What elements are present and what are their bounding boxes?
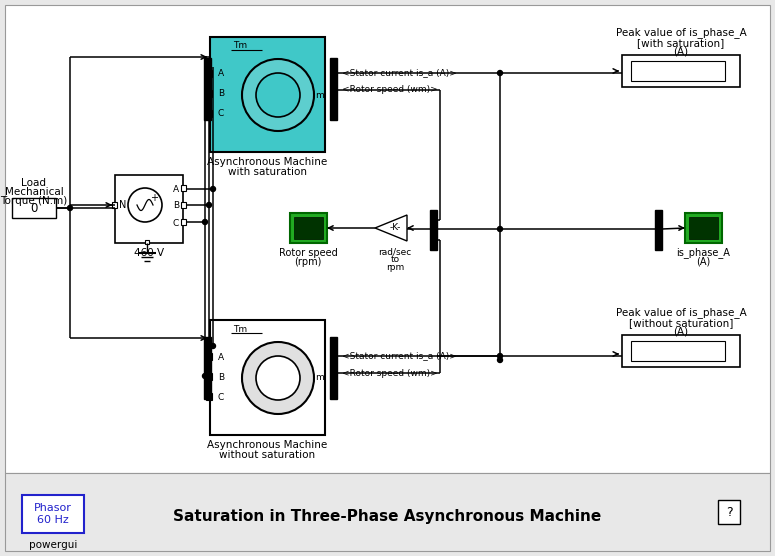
Text: Torque (N.m): Torque (N.m) (0, 196, 67, 206)
Bar (655, 210, 662, 250)
Circle shape (67, 206, 73, 211)
Text: Peak value of is_phase_A: Peak value of is_phase_A (615, 28, 746, 38)
Bar (631, 61, 725, 81)
Bar (206, 353, 212, 360)
Bar (12, 198, 56, 218)
Bar (145, 240, 149, 244)
Bar (206, 90, 212, 97)
Bar (631, 341, 725, 361)
Text: (A): (A) (696, 257, 710, 267)
Text: <Rotor speed (wm)>: <Rotor speed (wm)> (342, 369, 438, 378)
Text: with saturation: with saturation (228, 167, 306, 177)
Circle shape (128, 188, 162, 222)
Text: A: A (218, 353, 224, 361)
Circle shape (498, 358, 502, 363)
Text: C: C (218, 393, 224, 401)
Text: 60 Hz: 60 Hz (37, 515, 69, 525)
Text: powergui: powergui (29, 540, 78, 550)
Text: Phasor: Phasor (34, 503, 72, 513)
Text: C: C (173, 219, 179, 227)
Text: Tm: Tm (233, 42, 247, 51)
Circle shape (206, 202, 212, 207)
Bar (115, 175, 183, 243)
Text: m: m (315, 91, 325, 100)
Text: to: to (391, 256, 400, 265)
Text: Tm: Tm (233, 325, 247, 334)
Text: Asynchronous Machine: Asynchronous Machine (207, 157, 327, 167)
Text: <Stator current is_a (A)>: <Stator current is_a (A)> (342, 351, 457, 360)
Circle shape (256, 73, 300, 117)
Text: A: A (218, 70, 224, 78)
Circle shape (202, 374, 208, 379)
Bar (622, 335, 740, 367)
Text: Peak value of is_phase_A: Peak value of is_phase_A (615, 307, 746, 319)
Bar (290, 213, 327, 243)
Bar (689, 217, 718, 239)
Bar (330, 337, 337, 399)
Bar (210, 37, 325, 152)
Text: (A): (A) (673, 327, 688, 337)
Text: (rpm): (rpm) (294, 257, 322, 267)
Text: Asynchronous Machine: Asynchronous Machine (207, 440, 327, 450)
Text: Rotor speed: Rotor speed (279, 248, 337, 258)
Text: B: B (173, 201, 179, 211)
Text: without saturation: without saturation (219, 450, 315, 460)
Bar (204, 58, 211, 120)
Bar (206, 393, 212, 400)
Bar (206, 70, 212, 77)
Bar (204, 337, 211, 399)
Text: is_phase_A: is_phase_A (676, 247, 730, 259)
Text: B: B (218, 373, 224, 381)
Circle shape (206, 358, 212, 363)
Bar (430, 210, 437, 250)
Bar (112, 202, 117, 208)
Bar (5, 5, 770, 473)
Text: -K-: -K- (389, 224, 401, 232)
Bar (210, 320, 325, 435)
Bar (22, 495, 84, 533)
Bar (294, 217, 323, 239)
Circle shape (211, 186, 215, 191)
Bar (685, 213, 722, 243)
Text: <Rotor speed (wm)>: <Rotor speed (wm)> (342, 86, 438, 95)
Text: A: A (173, 185, 179, 193)
Text: 0: 0 (30, 202, 38, 216)
Text: B: B (218, 90, 224, 98)
Text: ?: ? (725, 507, 732, 519)
Text: Saturation in Three-Phase Asynchronous Machine: Saturation in Three-Phase Asynchronous M… (173, 509, 601, 524)
Bar (330, 58, 337, 120)
Text: [with saturation]: [with saturation] (637, 38, 725, 48)
Text: (A): (A) (673, 47, 688, 57)
Text: rad/sec: rad/sec (378, 247, 412, 256)
Text: Load: Load (22, 178, 46, 188)
Circle shape (242, 342, 314, 414)
Circle shape (202, 220, 208, 225)
Circle shape (211, 344, 215, 349)
Bar (718, 500, 740, 524)
Text: <Stator current is_a (A)>: <Stator current is_a (A)> (342, 68, 457, 77)
Bar (206, 373, 212, 380)
Text: N: N (119, 200, 126, 210)
Bar (181, 185, 186, 191)
Text: Mechanical: Mechanical (5, 187, 64, 197)
Circle shape (498, 71, 502, 76)
Circle shape (498, 354, 502, 359)
Text: m: m (315, 374, 325, 383)
Text: [without saturation]: [without saturation] (629, 318, 733, 328)
Text: +: + (150, 193, 158, 203)
Circle shape (242, 59, 314, 131)
Polygon shape (375, 215, 407, 241)
Text: 460 V: 460 V (134, 248, 164, 258)
Bar (622, 55, 740, 87)
Text: C: C (218, 110, 224, 118)
Bar (181, 219, 186, 225)
Circle shape (498, 226, 502, 231)
Circle shape (256, 356, 300, 400)
Bar (181, 202, 186, 208)
Bar (5, 473, 770, 551)
Text: rpm: rpm (386, 264, 404, 272)
Bar (206, 110, 212, 117)
